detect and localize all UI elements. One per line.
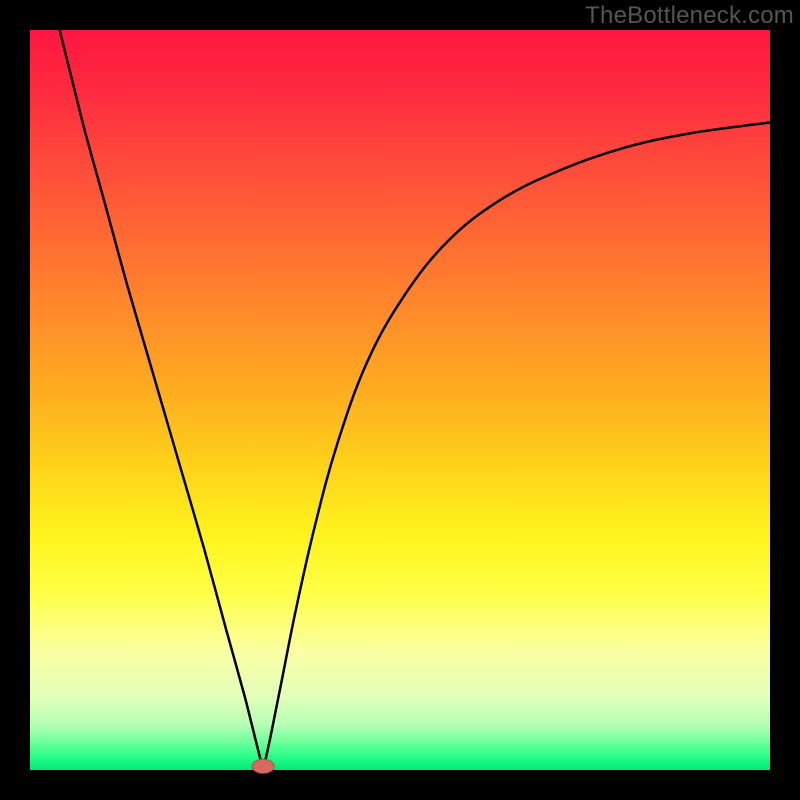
bottleneck-curve-chart (0, 0, 800, 800)
chart-container: TheBottleneck.com (0, 0, 800, 800)
watermark-text: TheBottleneck.com (585, 2, 794, 30)
plot-background (30, 30, 770, 770)
optimum-marker (252, 759, 274, 773)
